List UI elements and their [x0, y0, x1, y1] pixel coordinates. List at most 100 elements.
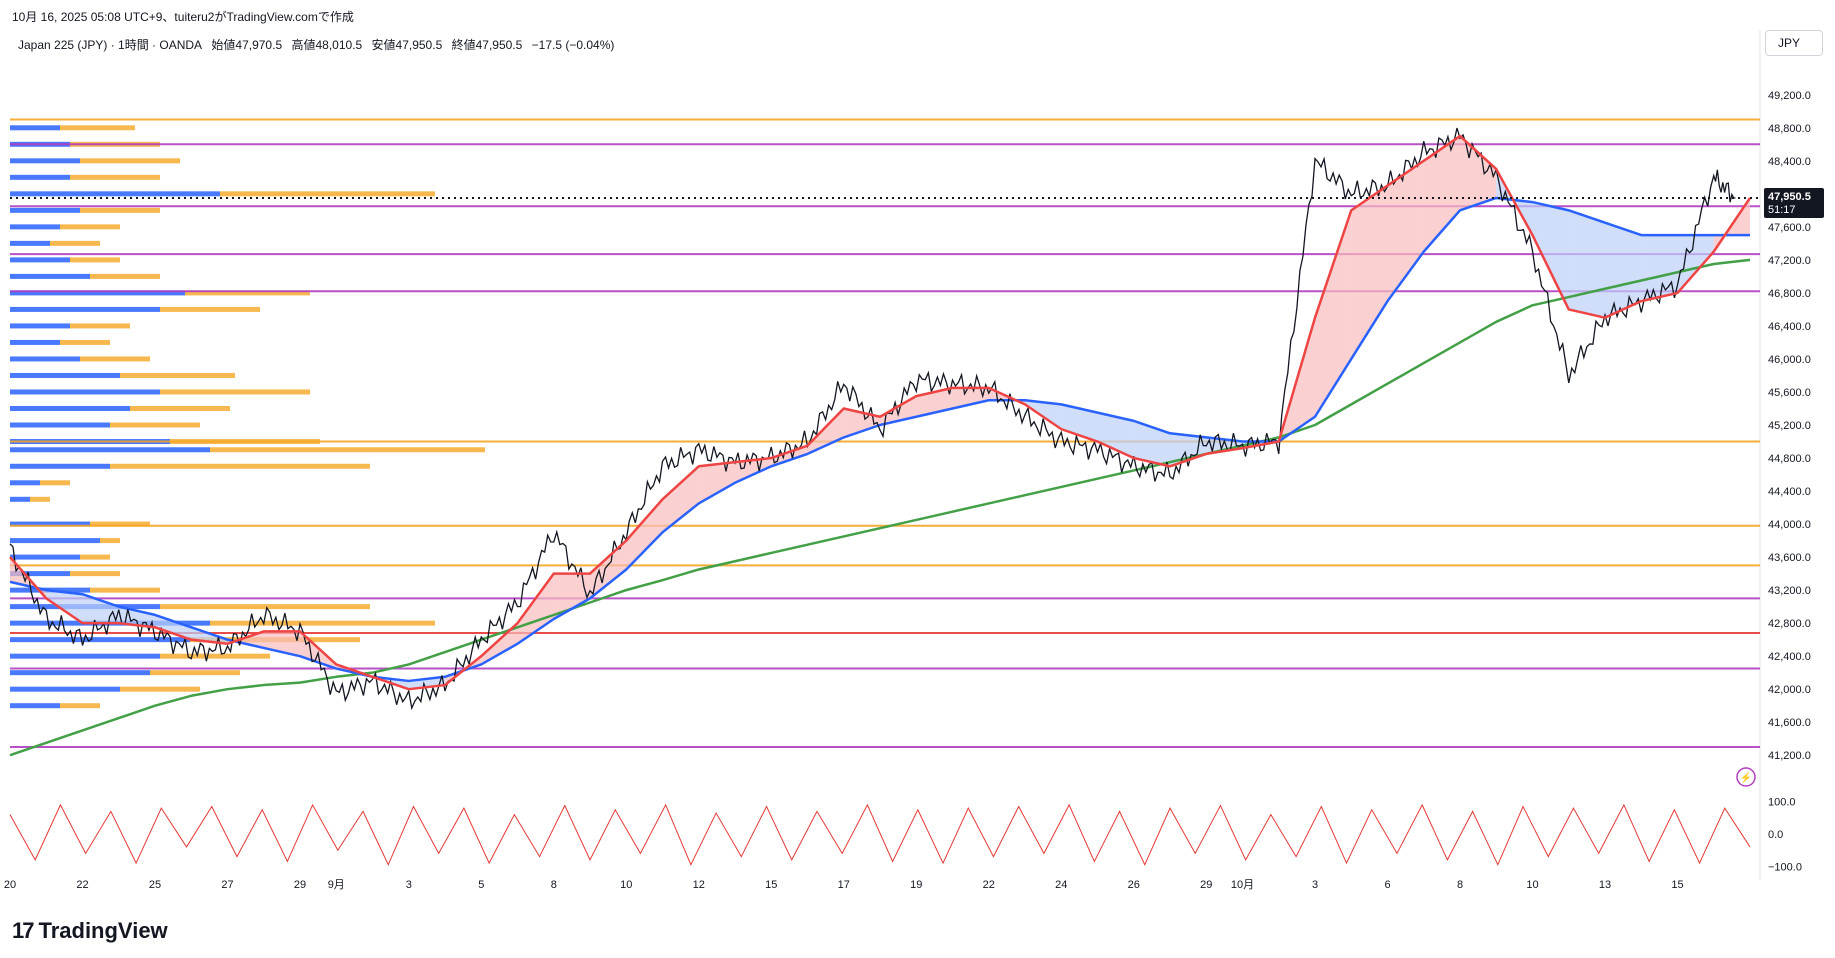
- last-price-value: 47,950.5: [1768, 191, 1811, 203]
- volume-profile-bar-down: [110, 422, 200, 428]
- y-tick-label: 44,000.0: [1768, 519, 1811, 531]
- volume-profile-bar-down: [160, 306, 260, 312]
- ema-cloud-segment: [1460, 136, 1497, 211]
- bar-countdown: 51:17: [1768, 204, 1796, 216]
- volume-profile-bar-down: [60, 125, 135, 131]
- volume-profile-bar-down: [60, 339, 110, 345]
- y-tick-label: 47,600.0: [1768, 222, 1811, 234]
- symbol-legend: Japan 225 (JPY) · 1時間 · OANDA 始値47,970.5…: [18, 36, 620, 53]
- x-tick-label: 10: [620, 879, 632, 891]
- volume-profile-bar-up: [10, 372, 120, 378]
- y-tick-label: 44,400.0: [1768, 486, 1811, 498]
- x-tick-label: 3: [406, 879, 412, 891]
- legend-change: −17.5 (−0.04%): [531, 38, 615, 52]
- ema-cloud-segment: [553, 573, 590, 620]
- volume-profile-bar-up: [10, 571, 70, 577]
- volume-profile-bar-up: [10, 174, 70, 180]
- ema-cloud-segment: [771, 445, 808, 467]
- x-tick-label: 13: [1599, 879, 1611, 891]
- y-tick-label: 45,200.0: [1768, 420, 1811, 432]
- x-tick-label: 15: [1671, 879, 1683, 891]
- volume-profile-bar-up: [10, 538, 100, 544]
- price-line[interactable]: [9, 127, 1736, 711]
- legend-symbol[interactable]: Japan 225 (JPY) · 1時間 · OANDA: [18, 38, 203, 52]
- y-tick-label: 48,800.0: [1768, 123, 1811, 135]
- ema-cloud-segment: [698, 462, 735, 504]
- volume-profile-bar-up: [10, 496, 30, 502]
- ema-cloud-segment: [1351, 185, 1388, 359]
- volume-profile-bar-down: [80, 207, 160, 213]
- volume-profile-bar-up: [10, 356, 80, 362]
- y-tick-label: 46,000.0: [1768, 354, 1811, 366]
- volume-profile-bar-down: [90, 521, 150, 527]
- x-tick-label: 19: [910, 879, 922, 891]
- oscillator-tick-label: 0.0: [1768, 829, 1783, 841]
- volume-profile-bar-down: [120, 686, 200, 692]
- y-tick-label: 42,400.0: [1768, 651, 1811, 663]
- volume-profile-bar-up: [10, 554, 80, 560]
- tradingview-logo-text: TradingView: [38, 918, 168, 943]
- x-tick-label: 10: [1526, 879, 1538, 891]
- x-tick-label: 29: [294, 879, 306, 891]
- volume-profile-bar-up: [10, 389, 160, 395]
- x-tick-label: 17: [838, 879, 850, 891]
- x-tick-label: 10月: [1231, 879, 1254, 891]
- ema-cloud-segment: [46, 590, 83, 624]
- volume-profile-bar-up: [10, 521, 90, 527]
- volume-profile-bar-down: [70, 174, 160, 180]
- volume-profile-bar-down: [70, 323, 130, 329]
- y-tick-label: 41,600.0: [1768, 717, 1811, 729]
- x-tick-label: 25: [149, 879, 161, 891]
- ema-mid-line[interactable]: [9, 196, 1750, 683]
- legend-high: 高値48,010.5: [291, 38, 363, 52]
- ema-slow-line[interactable]: [9, 258, 1751, 757]
- ema-cloud-segment: [1133, 420, 1170, 467]
- volume-profile-bar-up: [10, 257, 70, 263]
- y-tick-label: 49,200.0: [1768, 90, 1811, 102]
- last-price-badge: [1764, 187, 1824, 218]
- volume-profile-bar-down: [220, 191, 435, 197]
- x-tick-label: 22: [983, 879, 995, 891]
- volume-profile-bar-up: [10, 125, 60, 131]
- volume-profile-bar-up: [10, 405, 130, 411]
- x-tick-label: 22: [76, 879, 88, 891]
- tradingview-logo[interactable]: 17 TradingView: [12, 918, 168, 944]
- y-tick-label: 42,800.0: [1768, 618, 1811, 630]
- lightning-icon[interactable]: [1736, 767, 1756, 787]
- volume-profile-bar-down: [80, 356, 150, 362]
- volume-profile-bar-up: [10, 670, 150, 676]
- x-tick-label: 8: [551, 879, 557, 891]
- legend-close: 終値47,950.5: [451, 38, 523, 52]
- volume-profile-bar-down: [150, 670, 240, 676]
- ema-cloud-segment: [1315, 210, 1352, 417]
- ema-cloud-segment: [155, 614, 192, 640]
- oscillator-line[interactable]: [9, 803, 1751, 866]
- volume-profile-bar-up: [10, 240, 50, 246]
- volume-profile-bar-up: [10, 207, 80, 213]
- ema-cloud-segment: [662, 466, 699, 533]
- volume-profile-bar-down: [40, 480, 70, 486]
- ema-fast-line[interactable]: [9, 134, 1752, 691]
- volume-profile-bar-up: [10, 306, 160, 312]
- currency-button[interactable]: JPY: [1765, 30, 1823, 56]
- y-tick-label: 43,200.0: [1768, 585, 1811, 597]
- x-tick-label: 24: [1055, 879, 1067, 891]
- ema-cloud-segment: [1423, 136, 1460, 252]
- volume-profile-bar-down: [50, 240, 100, 246]
- ema-cloud-segment: [1605, 222, 1642, 318]
- volume-profile-bar-down: [160, 389, 310, 395]
- y-tick-label: 43,600.0: [1768, 552, 1811, 564]
- x-tick-label: 6: [1384, 879, 1390, 891]
- ema-cloud-segment: [807, 408, 844, 454]
- volume-profile-bar-down: [70, 571, 120, 577]
- volume-profile-bar-down: [30, 496, 50, 502]
- volume-profile-bar-down: [80, 554, 110, 560]
- x-tick-label: 12: [693, 879, 705, 891]
- ema-cloud-segment: [626, 499, 663, 570]
- volume-profile-bar-up: [10, 191, 220, 197]
- volume-profile-bar-up: [10, 463, 110, 469]
- x-tick-label: 9月: [328, 879, 345, 891]
- volume-profile-bar-down: [185, 290, 310, 296]
- x-tick-label: 27: [221, 879, 233, 891]
